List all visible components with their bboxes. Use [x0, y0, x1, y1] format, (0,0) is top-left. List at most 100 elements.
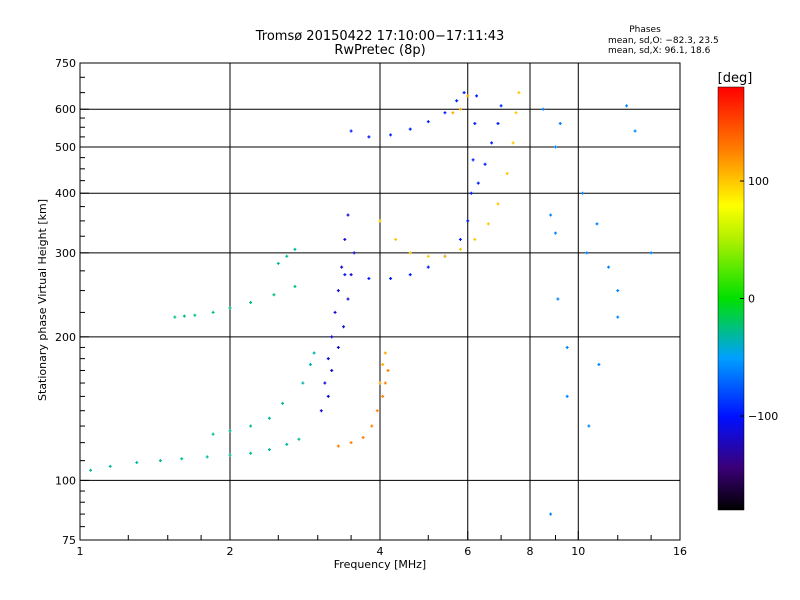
data-point — [326, 357, 330, 361]
data-point — [336, 444, 340, 448]
data-point — [340, 265, 344, 269]
data-point — [462, 91, 466, 95]
data-point — [549, 213, 553, 217]
x-ticks: 1 2 4 6 8 10 16 — [77, 531, 687, 558]
data-point — [308, 362, 312, 366]
data-point — [343, 273, 347, 277]
data-point — [607, 265, 611, 269]
data-point — [349, 129, 353, 133]
data-point — [361, 436, 365, 440]
data-point — [108, 464, 112, 468]
data-point — [426, 265, 430, 269]
data-point — [301, 381, 305, 385]
data-point — [466, 219, 470, 223]
series-trace — [211, 401, 285, 436]
data-point — [458, 107, 462, 111]
data-point — [466, 94, 470, 98]
y-tick-label: 300 — [55, 247, 76, 260]
series-trace — [319, 213, 350, 413]
data-point — [367, 135, 371, 139]
data-point — [408, 251, 412, 255]
data-point — [352, 251, 356, 255]
data-point — [323, 381, 327, 385]
data-point — [451, 111, 455, 115]
data-point — [556, 297, 560, 301]
x-tick-label: 8 — [527, 545, 534, 558]
colorbar — [717, 86, 745, 511]
data-point — [158, 459, 162, 463]
data-point — [285, 254, 289, 258]
x-tick-label: 1 — [77, 545, 84, 558]
data-point — [297, 437, 301, 441]
data-point — [483, 162, 487, 166]
data-point — [625, 104, 629, 108]
data-point — [496, 202, 500, 206]
data-point — [499, 104, 503, 108]
data-point — [490, 141, 494, 145]
x-axis-label: Frequency [MHz] — [334, 558, 426, 571]
data-point — [319, 409, 323, 413]
data-point — [182, 314, 186, 318]
series-trace — [451, 94, 470, 115]
chart-title: Tromsø 20150422 17:10:00−17:11:43 — [255, 29, 505, 44]
data-point — [581, 191, 585, 195]
data-point — [330, 335, 334, 339]
data-point — [473, 122, 477, 126]
data-point — [458, 237, 462, 241]
data-point — [349, 273, 353, 277]
phase-box-heading: Phases — [629, 25, 661, 35]
series-trace — [349, 91, 466, 139]
colorbar-label: [deg] — [718, 71, 753, 86]
data-point — [408, 273, 412, 277]
data-point — [486, 222, 490, 226]
data-point — [389, 277, 393, 281]
data-point — [228, 429, 232, 433]
data-point — [267, 416, 271, 420]
data-point — [443, 254, 447, 258]
x-tick-label: 6 — [464, 545, 471, 558]
x-tick-label: 4 — [377, 545, 384, 558]
data-point — [205, 455, 209, 459]
series-trace — [301, 351, 316, 385]
y-axis-label: Stationary phase Virtual Height [km] — [36, 199, 49, 401]
data-point — [443, 111, 447, 115]
data-point — [228, 306, 232, 310]
data-point — [587, 424, 591, 428]
data-point — [565, 345, 569, 349]
colorbar-tick-label: 100 — [748, 175, 769, 188]
data-point — [312, 351, 316, 355]
data-point — [386, 368, 390, 372]
data-point — [272, 293, 276, 297]
data-point — [511, 141, 515, 145]
series-trace — [541, 104, 653, 516]
data-point — [367, 277, 371, 281]
data-point — [211, 310, 215, 314]
data-point — [616, 315, 620, 319]
data-point — [426, 254, 430, 258]
y-tick-label: 75 — [62, 534, 76, 547]
series-trace — [89, 437, 301, 472]
series-trace — [211, 284, 297, 314]
data-point — [597, 362, 601, 366]
data-point — [426, 120, 430, 124]
colorbar-tick-label: 0 — [748, 293, 755, 306]
series-trace — [378, 351, 387, 385]
data-point — [381, 362, 385, 366]
data-point — [616, 289, 620, 293]
colorbar-ticks: 100 0 −100 — [740, 175, 778, 423]
data-point — [89, 468, 93, 472]
data-point — [293, 284, 297, 288]
series-trace — [336, 368, 390, 448]
data-point — [135, 461, 139, 465]
data-point — [649, 251, 653, 255]
data-point — [496, 122, 500, 126]
phase-box-o-stats: mean, sd,O: −82.3, 23.5 — [608, 36, 719, 46]
data-point — [383, 351, 387, 355]
data-point — [558, 122, 562, 126]
data-point — [249, 424, 253, 428]
data-point — [333, 310, 337, 314]
data-point — [595, 222, 599, 226]
data-point — [211, 432, 215, 436]
data-point — [471, 158, 475, 162]
